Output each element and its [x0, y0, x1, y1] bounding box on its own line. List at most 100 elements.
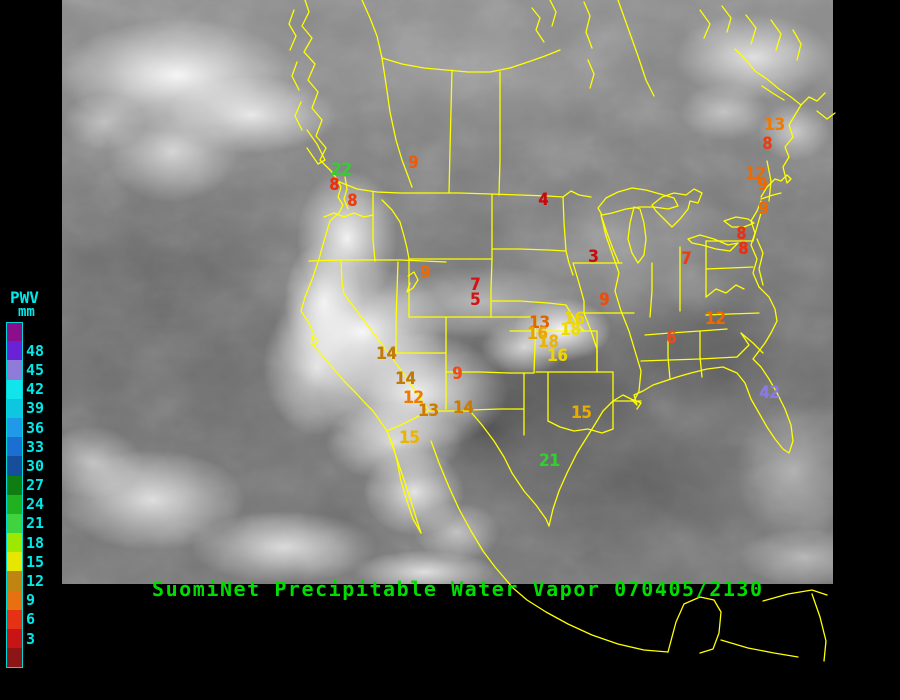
mississippi-river — [600, 214, 642, 410]
legend-swatch — [6, 321, 23, 342]
pwv-station-value: 18 — [560, 320, 581, 340]
pwv-station-value: 13 — [764, 115, 785, 135]
pwv-station-value: 15 — [571, 403, 592, 423]
pwv-station-value: 3 — [588, 247, 599, 267]
florida-southeast-coast — [722, 286, 794, 454]
pwv-legend: PWV mm 48 45 42 39 36 33 30 27 24 21 18 15 12 9 6 3 — [6, 288, 66, 668]
sc-ga-border — [740, 332, 764, 354]
legend-swatch — [6, 609, 23, 629]
legend-swatch — [6, 360, 23, 380]
legend-cell: 36 — [6, 417, 66, 438]
legend-cell: 3 — [6, 629, 66, 649]
new-england-coast — [760, 92, 836, 198]
legend-title: PWV — [10, 288, 39, 307]
pwv-station-value: 21 — [539, 451, 560, 471]
legend-cell: 39 — [6, 398, 66, 418]
legend-tick-label: 9 — [26, 591, 36, 610]
legend-tick-label: 48 — [26, 341, 45, 360]
pwv-station-value: 18 — [538, 332, 559, 352]
us-mexico-border — [386, 410, 471, 432]
tx-panhandle — [523, 372, 549, 436]
legend-cell: 21 — [6, 513, 66, 534]
lake-ontario — [723, 216, 755, 228]
ut-nv-border — [395, 261, 399, 354]
pwv-station-value: 8 — [329, 175, 340, 195]
nebraska-borders — [491, 300, 585, 332]
canada-provinces-north — [381, 49, 561, 73]
nm-tx-borders — [469, 372, 525, 411]
lake-superior — [597, 187, 679, 216]
pwv-station-value: 8 — [762, 134, 773, 154]
pwv-station-value: 14 — [395, 369, 416, 389]
legend-cell: 33 — [6, 437, 66, 457]
pwv-station-value: 15 — [399, 428, 420, 448]
lake-michigan — [627, 206, 647, 264]
pwv-station-value: 13 — [529, 313, 550, 333]
rio-grande — [469, 410, 550, 527]
sf-bay — [311, 335, 319, 347]
ontario-border — [617, 0, 655, 97]
legend-swatch — [6, 379, 23, 399]
great-salt-lake — [406, 271, 419, 293]
legend-swatch — [6, 494, 23, 514]
pwv-station-value: 22 — [331, 160, 352, 180]
lake-huron — [651, 188, 703, 228]
lake-erie — [687, 234, 739, 252]
legend-cell — [6, 647, 66, 668]
nj-longisland — [750, 192, 782, 234]
pwv-station-value: 9 — [599, 290, 610, 310]
pwv-station-value: 9 — [420, 263, 431, 283]
legend-swatch — [6, 475, 23, 495]
legend-swatch — [6, 629, 23, 649]
coastline-bc-islands — [288, 9, 326, 165]
legend-swatch — [6, 552, 23, 572]
legend-tick-label: 30 — [26, 456, 45, 475]
gulf-coast — [602, 366, 724, 412]
bc-alberta-border — [361, 0, 413, 188]
legend-swatch — [6, 341, 23, 361]
legend-tick-label: 3 — [26, 629, 36, 648]
pwv-station-value: 12 — [705, 309, 726, 329]
legend-tick-label: 15 — [26, 552, 45, 571]
mt-nd-vertical — [490, 193, 493, 318]
mexico-west-coast — [430, 440, 514, 589]
alberta-sask-border — [448, 69, 453, 194]
va-nc-pa-borders — [705, 240, 760, 316]
legend-tick-label: 24 — [26, 495, 45, 514]
manitoba-lakes — [531, 0, 595, 89]
pwv-station-value: 6 — [666, 328, 677, 348]
pwv-station-value: 7 — [470, 275, 481, 295]
legend-swatch — [6, 513, 23, 534]
northeast-state-lines — [752, 160, 772, 242]
pwv-station-value: 14 — [453, 398, 474, 418]
satellite-image — [62, 0, 833, 584]
legend-swatch — [6, 647, 23, 668]
legend-swatch — [6, 456, 23, 476]
pwv-station-value: 4 — [538, 190, 549, 210]
red-river — [547, 420, 614, 434]
or-ca-nv-north-border — [308, 259, 447, 263]
pwv-station-value: 7 — [681, 249, 692, 269]
legend-tick-label: 36 — [26, 418, 45, 437]
legend-swatch — [6, 398, 23, 418]
mexico-south-coast — [512, 587, 669, 653]
ms-al-ga-borders — [667, 330, 703, 380]
legend-cell: 48 — [6, 341, 66, 361]
legend-swatch — [6, 437, 23, 457]
sask-manitoba-border — [498, 71, 501, 196]
legend-cell: 12 — [6, 571, 66, 591]
pwv-station-value: 16 — [564, 309, 585, 329]
legend-cell: 15 — [6, 552, 66, 572]
pwv-station-value: 8 — [736, 224, 747, 244]
pwv-station-value: 42 — [759, 383, 780, 403]
legend-cell: 24 — [6, 494, 66, 514]
legend-tick-label: 18 — [26, 533, 45, 552]
pwv-station-value: 8 — [347, 191, 358, 211]
legend-swatch — [6, 590, 23, 610]
ky-tn-borders — [640, 328, 750, 362]
yucatan — [667, 596, 722, 654]
legend-cell: 18 — [6, 533, 66, 553]
legend-cell: 9 — [6, 590, 66, 610]
